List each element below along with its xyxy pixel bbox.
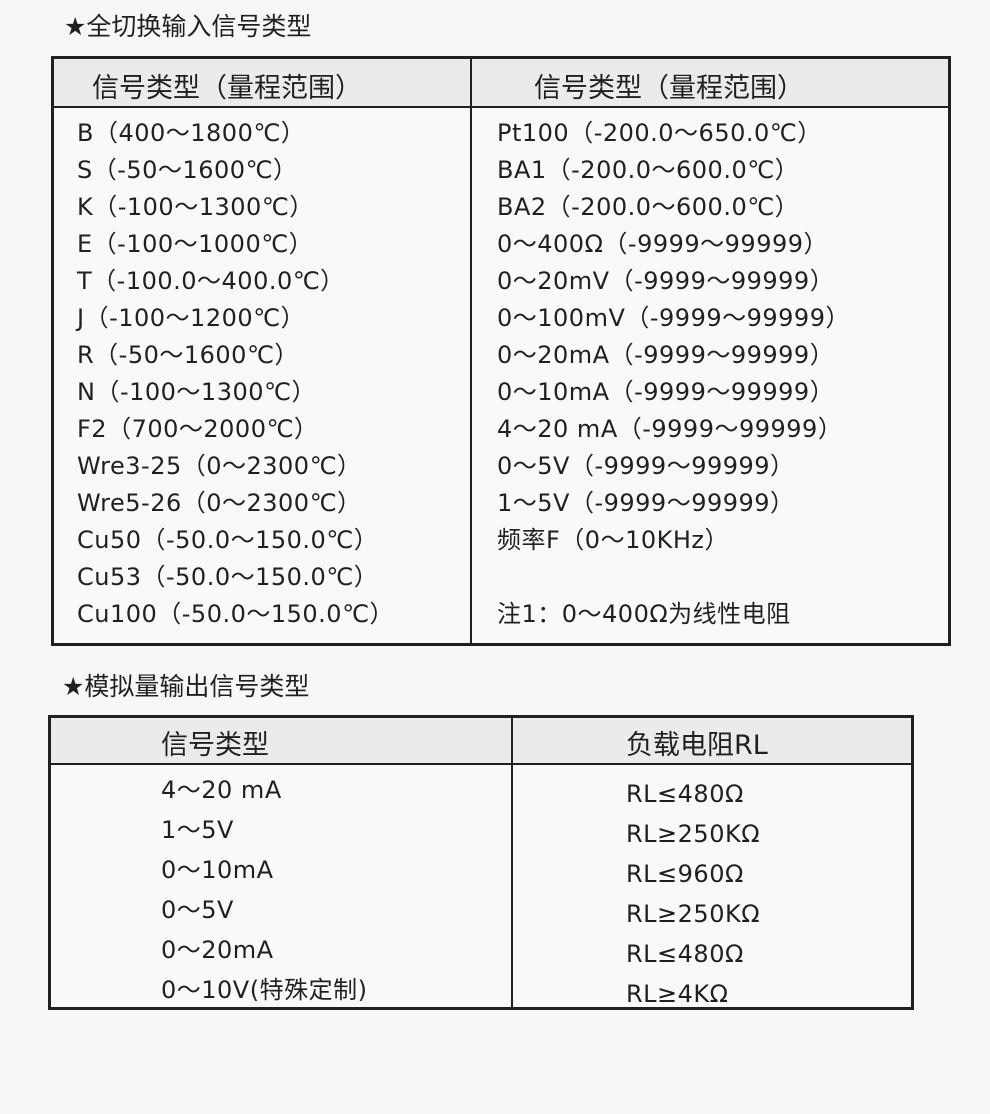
section2-title: ★模拟量输出信号类型	[62, 672, 310, 701]
table-cell: Cu53（-50.0～150.0℃）	[77, 563, 379, 591]
table-cell: 0～5V	[161, 896, 234, 924]
table-cell: 注1：0～400Ω为线性电阻	[497, 600, 791, 628]
table-cell: Pt100（-200.0～650.0℃）	[497, 119, 822, 147]
table-cell: N（-100～1300℃）	[77, 378, 316, 406]
table-cell: Wre5-26（0～2300℃）	[77, 489, 362, 517]
table-cell: RL≥250KΩ	[626, 820, 761, 848]
table-cell: E（-100～1000℃）	[77, 230, 314, 258]
table-cell: RL≥250KΩ	[626, 900, 761, 928]
table-cell: 4～20 mA（-9999～99999）	[497, 415, 843, 443]
table-header	[54, 59, 948, 108]
table-cell: 0～20mA（-9999～99999）	[497, 341, 835, 369]
column-divider	[470, 59, 472, 643]
table-cell: 0～10mA	[161, 856, 274, 884]
table-cell: 1～5V	[161, 816, 234, 844]
header-left: 信号类型（量程范围）	[92, 73, 362, 104]
section1-title: ★全切换输入信号类型	[64, 12, 312, 41]
table-cell: 1～5V（-9999～99999）	[497, 489, 795, 517]
header-right: 信号类型（量程范围）	[534, 73, 804, 104]
table-cell: 0～5V（-9999～99999）	[497, 452, 795, 480]
table-cell: S（-50～1600℃）	[77, 156, 298, 184]
table-cell	[497, 559, 850, 596]
table-cell: K（-100～1300℃）	[77, 193, 314, 221]
left-column: B（400～1800℃） S（-50～1600℃） K（-100～1300℃） E（-…	[77, 115, 394, 633]
table-cell: RL≤480Ω	[626, 940, 744, 968]
table-cell: 0～20mA	[161, 936, 274, 964]
table-cell: RL≤960Ω	[626, 860, 744, 888]
table-cell: 0～400Ω（-9999～99999）	[497, 230, 829, 258]
output-signal-table: 信号类型 负载电阻RL 4～20 mA 1～5V 0～10mA 0～5V 0～20mA 0…	[48, 715, 914, 1010]
left-column: 4～20 mA 1～5V 0～10mA 0～5V 0～20mA 0～10V(特殊定制)	[161, 770, 367, 1010]
header-right: 负载电阻RL	[626, 730, 768, 761]
table-cell: RL≥4KΩ	[626, 980, 729, 1008]
table-cell: T（-100.0～400.0℃）	[77, 267, 345, 295]
table-cell: J（-100～1200℃）	[77, 304, 306, 332]
table-cell: 0～10mA（-9999～99999）	[497, 378, 835, 406]
table-cell: 4～20 mA	[161, 776, 282, 804]
table-cell: R（-50～1600℃）	[77, 341, 299, 369]
table-cell: 0～100mV（-9999～99999）	[497, 304, 850, 332]
table-cell: BA1（-200.0～600.0℃）	[497, 156, 800, 184]
table-cell: Wre3-25（0～2300℃）	[77, 452, 362, 480]
table-cell: Cu100（-50.0～150.0℃）	[77, 600, 395, 628]
table-cell: Cu50（-50.0～150.0℃）	[77, 526, 379, 554]
table-header	[51, 718, 911, 765]
right-column: RL≤480Ω RL≥250KΩ RL≤960Ω RL≥250KΩ RL≤480Ω RL≥…	[626, 774, 760, 1014]
table-cell: B（400～1800℃）	[77, 119, 306, 147]
table-cell: RL≤480Ω	[626, 780, 744, 808]
table-cell: 0～10V(特殊定制)	[161, 976, 368, 1004]
column-divider	[511, 718, 513, 1007]
table-cell: BA2（-200.0～600.0℃）	[497, 193, 800, 221]
table-cell: 0～20mV（-9999～99999）	[497, 267, 835, 295]
input-signal-table: 信号类型（量程范围） 信号类型（量程范围） B（400～1800℃） S（-50～…	[51, 56, 951, 646]
header-left: 信号类型	[161, 730, 269, 761]
right-column: Pt100（-200.0～650.0℃） BA1（-200.0～600.0℃） BA…	[497, 115, 850, 633]
table-cell: 频率F（0～10KHz）	[497, 526, 729, 554]
table-cell: F2（700～2000℃）	[77, 415, 319, 443]
